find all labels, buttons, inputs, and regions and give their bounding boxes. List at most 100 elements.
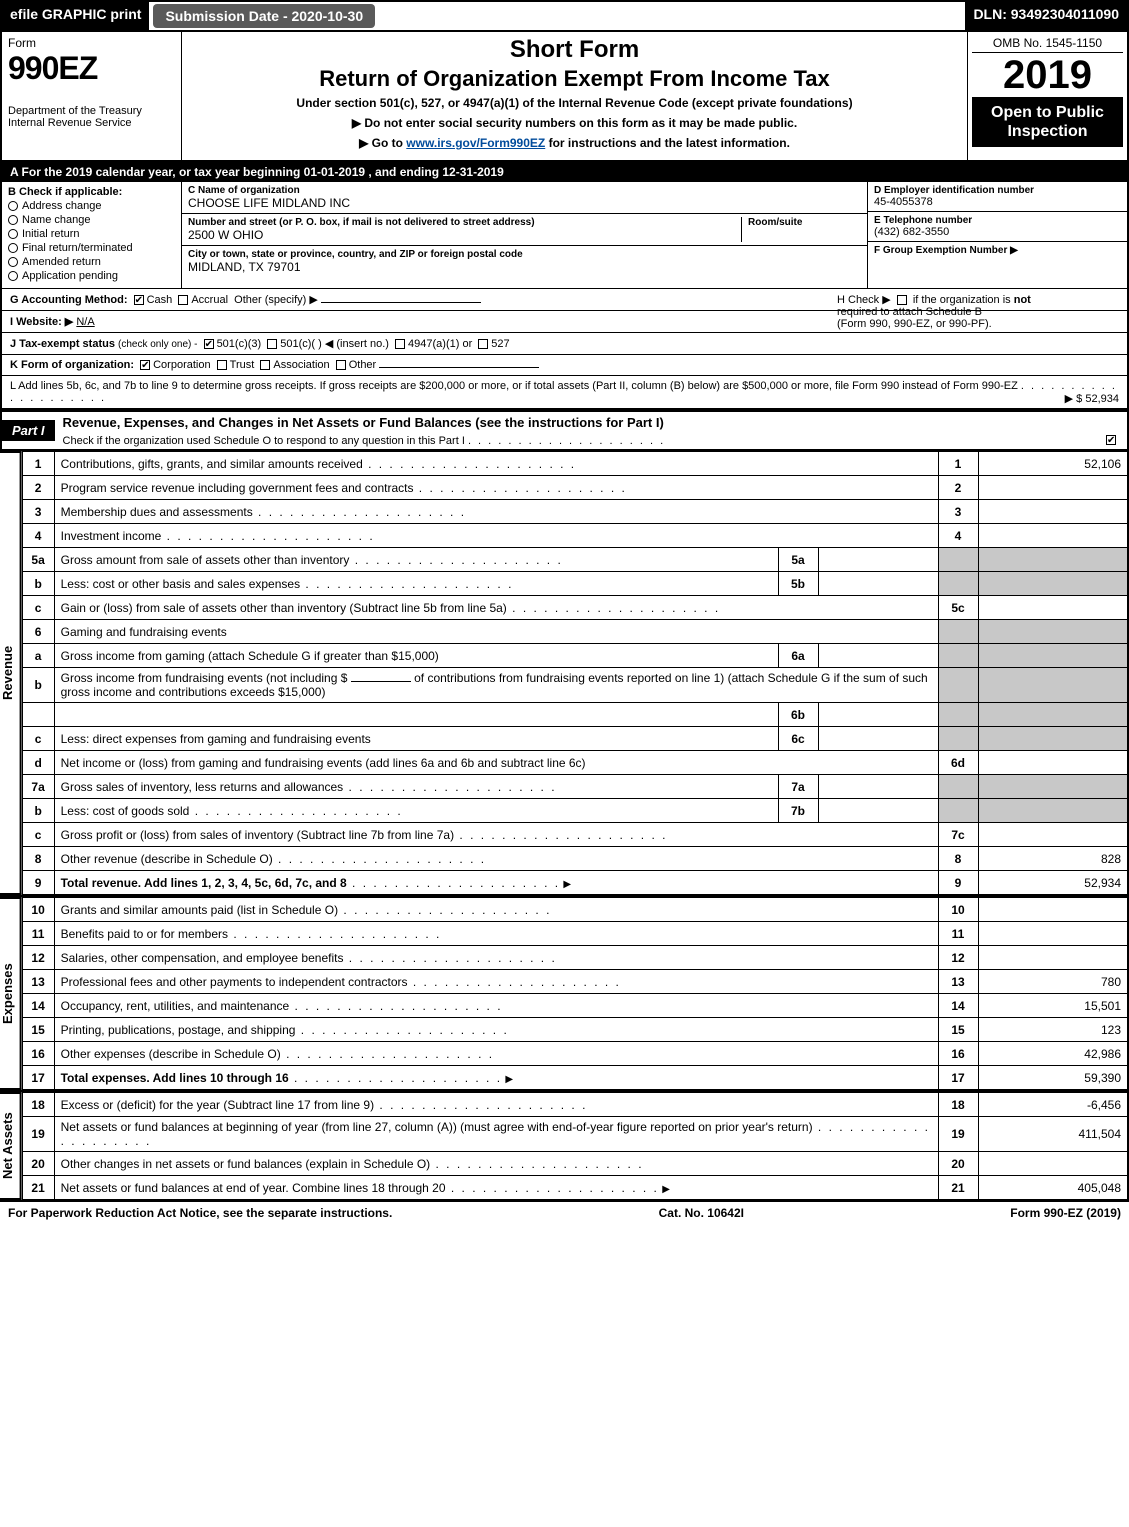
inline-value [818, 775, 938, 799]
line-amount: 52,106 [978, 452, 1128, 476]
line-desc: Other changes in net assets or fund bala… [61, 1157, 431, 1171]
line-13: 13Professional fees and other payments t… [22, 970, 1128, 994]
line-desc: Printing, publications, postage, and shi… [61, 1023, 296, 1037]
city-label: City or town, state or province, country… [188, 249, 861, 260]
chk-name-change[interactable]: Name change [8, 214, 175, 226]
chk-address-change[interactable]: Address change [8, 200, 175, 212]
line-6b: bGross income from fundraising events (n… [22, 668, 1128, 703]
goto-prefix: ▶ Go to [359, 136, 406, 150]
line-rnum: 12 [938, 946, 978, 970]
dots [281, 1047, 494, 1061]
grey-cell [938, 775, 978, 799]
line-no: 12 [22, 946, 54, 970]
line-no: b [22, 799, 54, 823]
chk-trust[interactable] [217, 360, 227, 370]
other-org-field[interactable] [379, 367, 539, 368]
chk-schedule-b[interactable] [897, 295, 907, 305]
line-desc: Net income or (loss) from gaming and fun… [61, 756, 586, 770]
j-o4: 527 [491, 338, 509, 350]
net-assets-section: Net Assets 18Excess or (deficit) for the… [0, 1092, 1129, 1202]
chk-label: Amended return [22, 256, 101, 268]
line-desc: Less: direct expenses from gaming and fu… [61, 732, 371, 746]
line-rnum: 9 [938, 871, 978, 895]
other-label: Other (specify) ▶ [234, 294, 318, 306]
return-title: Return of Organization Exempt From Incom… [192, 66, 957, 92]
line-no: 7a [22, 775, 54, 799]
footer-left: For Paperwork Reduction Act Notice, see … [8, 1206, 392, 1220]
line-rnum: 4 [938, 524, 978, 548]
line-no: 6 [22, 620, 54, 644]
part-1-check-line: Check if the organization used Schedule … [55, 433, 1127, 449]
line-rnum: 1 [938, 452, 978, 476]
line-amount: 59,390 [978, 1066, 1128, 1090]
line-6a: aGross income from gaming (attach Schedu… [22, 644, 1128, 668]
grey-cell [978, 727, 1128, 751]
chk-corporation[interactable] [140, 360, 150, 370]
contrib-amount-field[interactable] [351, 681, 411, 682]
line-desc: Gross income from fundraising events (no… [61, 671, 348, 685]
chk-527[interactable] [478, 339, 488, 349]
expenses-vlabel: Expenses [0, 897, 22, 1090]
chk-label: Final return/terminated [22, 242, 133, 254]
line-no: 10 [22, 898, 54, 922]
arrow-icon: ▶ [662, 1184, 670, 1195]
h-not: not [1014, 294, 1031, 306]
irs-link[interactable]: www.irs.gov/Form990EZ [406, 136, 545, 150]
net-assets-table: 18Excess or (deficit) for the year (Subt… [22, 1092, 1129, 1200]
chk-501c3[interactable] [204, 339, 214, 349]
j-o1: 501(c)(3) [217, 338, 262, 350]
grey-cell [978, 775, 1128, 799]
line-desc: Contributions, gifts, grants, and simila… [61, 457, 363, 471]
line-amount: 828 [978, 847, 1128, 871]
revenue-section: Revenue 1Contributions, gifts, grants, a… [0, 451, 1129, 897]
line-no: 1 [22, 452, 54, 476]
line-amount [978, 596, 1128, 620]
accrual-label: Accrual [191, 294, 228, 306]
chk-application-pending[interactable]: Application pending [8, 270, 175, 282]
line-i: I Website: ▶ N/A [0, 311, 1129, 333]
chk-other-org[interactable] [336, 360, 346, 370]
line-desc: Professional fees and other payments to … [61, 975, 408, 989]
chk-accrual[interactable] [178, 295, 188, 305]
line-no: 11 [22, 922, 54, 946]
k-o1: Corporation [153, 359, 210, 371]
chk-initial-return[interactable]: Initial return [8, 228, 175, 240]
dots [408, 975, 621, 989]
other-specify-field[interactable] [321, 302, 481, 303]
efile-print-button[interactable]: efile GRAPHIC print [2, 2, 149, 30]
line-desc [54, 703, 778, 727]
chk-amended-return[interactable]: Amended return [8, 256, 175, 268]
dots [343, 780, 556, 794]
line-rnum: 3 [938, 500, 978, 524]
line-14: 14Occupancy, rent, utilities, and mainte… [22, 994, 1128, 1018]
line-rnum: 8 [938, 847, 978, 871]
chk-501c[interactable] [267, 339, 277, 349]
line-j: J Tax-exempt status (check only one) - 5… [0, 333, 1129, 355]
line-desc: Grants and similar amounts paid (list in… [61, 903, 338, 917]
line-3: 3Membership dues and assessments3 [22, 500, 1128, 524]
line-6d: dNet income or (loss) from gaming and fu… [22, 751, 1128, 775]
top-bar: efile GRAPHIC print Submission Date - 20… [0, 0, 1129, 32]
line-l: L Add lines 5b, 6c, and 7b to line 9 to … [0, 376, 1129, 410]
chk-schedule-o[interactable] [1106, 435, 1116, 445]
dots [468, 435, 665, 447]
arrow-icon: ▶ [505, 1074, 513, 1085]
goto-line: ▶ Go to www.irs.gov/Form990EZ for instru… [192, 136, 957, 150]
chk-association[interactable] [260, 360, 270, 370]
city-value: MIDLAND, TX 79701 [188, 260, 861, 274]
grey-cell [938, 620, 978, 644]
phone-value: (432) 682-3550 [874, 226, 1121, 238]
chk-4947[interactable] [395, 339, 405, 349]
line-amount [978, 524, 1128, 548]
line-rnum: 7c [938, 823, 978, 847]
inline-value [818, 548, 938, 572]
inline-value [818, 572, 938, 596]
grey-cell [978, 644, 1128, 668]
ssn-warning: ▶ Do not enter social security numbers o… [192, 116, 957, 130]
grey-cell [978, 668, 1128, 703]
grey-cell [978, 548, 1128, 572]
j-note: (check only one) - [118, 339, 197, 350]
chk-final-return[interactable]: Final return/terminated [8, 242, 175, 254]
line-no: 2 [22, 476, 54, 500]
chk-cash[interactable] [134, 295, 144, 305]
